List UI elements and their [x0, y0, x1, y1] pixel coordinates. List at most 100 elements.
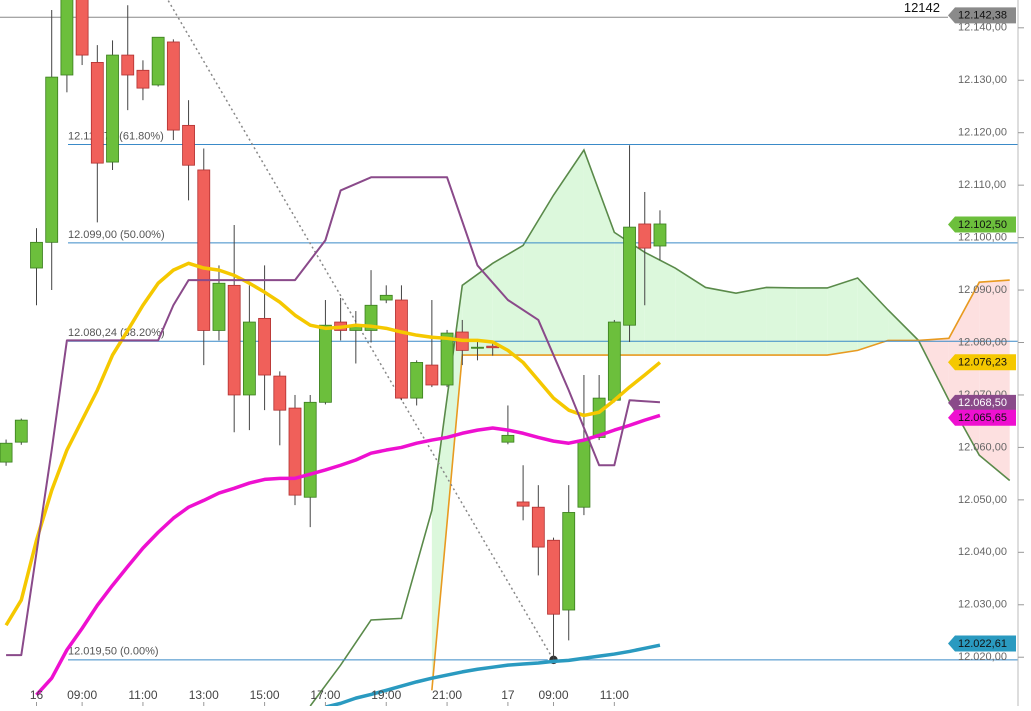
candle-body [90, 62, 104, 164]
candle-body [638, 223, 652, 249]
candle-body [258, 317, 271, 376]
candle-body [273, 375, 287, 411]
x-tick-label: 21:00 [432, 688, 462, 702]
candle-body [623, 226, 636, 326]
indicator-line [325, 643, 661, 709]
x-tick-label: 13:00 [189, 688, 219, 702]
candle-body [242, 321, 256, 396]
indicator-line [6, 176, 661, 657]
cloud-fill [979, 280, 1010, 481]
price-tag [948, 635, 1016, 652]
y-tick-label: 12.020,00 [958, 651, 1007, 663]
fib-label: 12.080,24 (38.20%) [68, 327, 165, 339]
price-tag-label: 12.076,23 [958, 357, 1007, 369]
price-tag-label: 12.102,50 [958, 219, 1007, 231]
y-tick-label: 12.120,00 [958, 127, 1007, 139]
level-label: 12142 [904, 0, 940, 15]
y-tick-label: 12.040,00 [958, 546, 1007, 558]
indicator-line [4, 261, 662, 627]
candle-body [440, 332, 454, 386]
cloud-fill [431, 285, 463, 691]
y-tick-label: 12.130,00 [958, 74, 1007, 86]
y-tick-label: 12.100,00 [958, 232, 1007, 244]
price-tag [948, 216, 1016, 233]
candle-body [121, 54, 135, 76]
cloud-fill [827, 277, 858, 356]
cloud-fill [583, 150, 615, 356]
price-tag [948, 7, 1016, 24]
cloud-fill [644, 252, 676, 356]
x-tick-label: 17 [501, 688, 515, 702]
candle-body [395, 299, 408, 399]
x-tick-label: 15:00 [250, 688, 280, 702]
price-tag-label: 12.068,50 [958, 397, 1007, 409]
candle-body [592, 397, 606, 438]
candle-body [197, 169, 211, 331]
candle-body [45, 76, 59, 243]
y-tick-label: 12.060,00 [958, 441, 1007, 453]
price-tag-label: 12.022,61 [958, 638, 1007, 650]
candle-body [136, 69, 150, 89]
price-tag-label: 12.065,65 [958, 412, 1007, 424]
cloud-fill [766, 287, 797, 356]
candle-body [182, 124, 195, 166]
x-tick-label: 11:00 [128, 688, 157, 702]
y-tick-label: 12.080,00 [958, 336, 1007, 348]
candle-body [75, 0, 89, 56]
candle-body [227, 284, 241, 396]
fib-label: 12.099,00 (50.00%) [68, 229, 165, 241]
cloud-fill [735, 287, 767, 356]
candle-body [653, 223, 667, 247]
candle-body [516, 501, 530, 507]
cloud-fill [796, 287, 828, 356]
candle-body [379, 294, 393, 301]
y-tick-label: 12.140,00 [958, 22, 1007, 34]
x-tick-label: 17:00 [310, 688, 340, 702]
candle-body [577, 439, 591, 508]
price-tag-label: 12.142,38 [958, 10, 1007, 22]
y-tick-label: 12.030,00 [958, 599, 1007, 611]
y-tick-label: 12.110,00 [958, 179, 1006, 191]
cloud-fill [705, 287, 736, 356]
candle-body [212, 282, 226, 331]
cloud-span-a [309, 148, 1011, 707]
candle-body [60, 0, 74, 76]
fib-label: 12.019,50 (0.00%) [68, 646, 159, 658]
candle-body [14, 419, 28, 443]
cloud-fill [675, 268, 706, 356]
price-tag [948, 354, 1016, 371]
x-tick-label: 16 [30, 688, 44, 702]
candle-body [471, 346, 484, 349]
candle-body [151, 36, 165, 86]
candle-body [364, 304, 378, 331]
price-tag [948, 409, 1016, 426]
candle-body [106, 54, 119, 163]
price-tag [948, 394, 1016, 411]
trendline [167, 0, 555, 661]
candle-body [531, 506, 545, 548]
cloud-span-b [431, 279, 1010, 691]
cloud-fill [462, 263, 493, 356]
candle-body [501, 434, 515, 443]
candle-body [410, 362, 424, 399]
cloud-fill [857, 277, 889, 351]
x-tick-label: 19:00 [371, 688, 401, 702]
x-tick-label: 09:00 [67, 688, 97, 702]
x-tick-label: 11:00 [600, 688, 629, 702]
y-tick-label: 12.050,00 [958, 494, 1007, 506]
candle-body [547, 539, 560, 615]
candle-body [607, 321, 621, 401]
candle-body [288, 407, 302, 496]
candle-body [0, 442, 13, 463]
candle-body [303, 401, 317, 498]
x-tick-label: 09:00 [539, 688, 569, 702]
indicator-line [35, 413, 661, 697]
candle-body [425, 364, 439, 386]
cloud-fill [553, 150, 584, 356]
candle-body [166, 41, 180, 131]
candle-body [319, 324, 332, 403]
candle-body [486, 345, 500, 349]
y-tick-label: 12.090,00 [958, 284, 1007, 296]
